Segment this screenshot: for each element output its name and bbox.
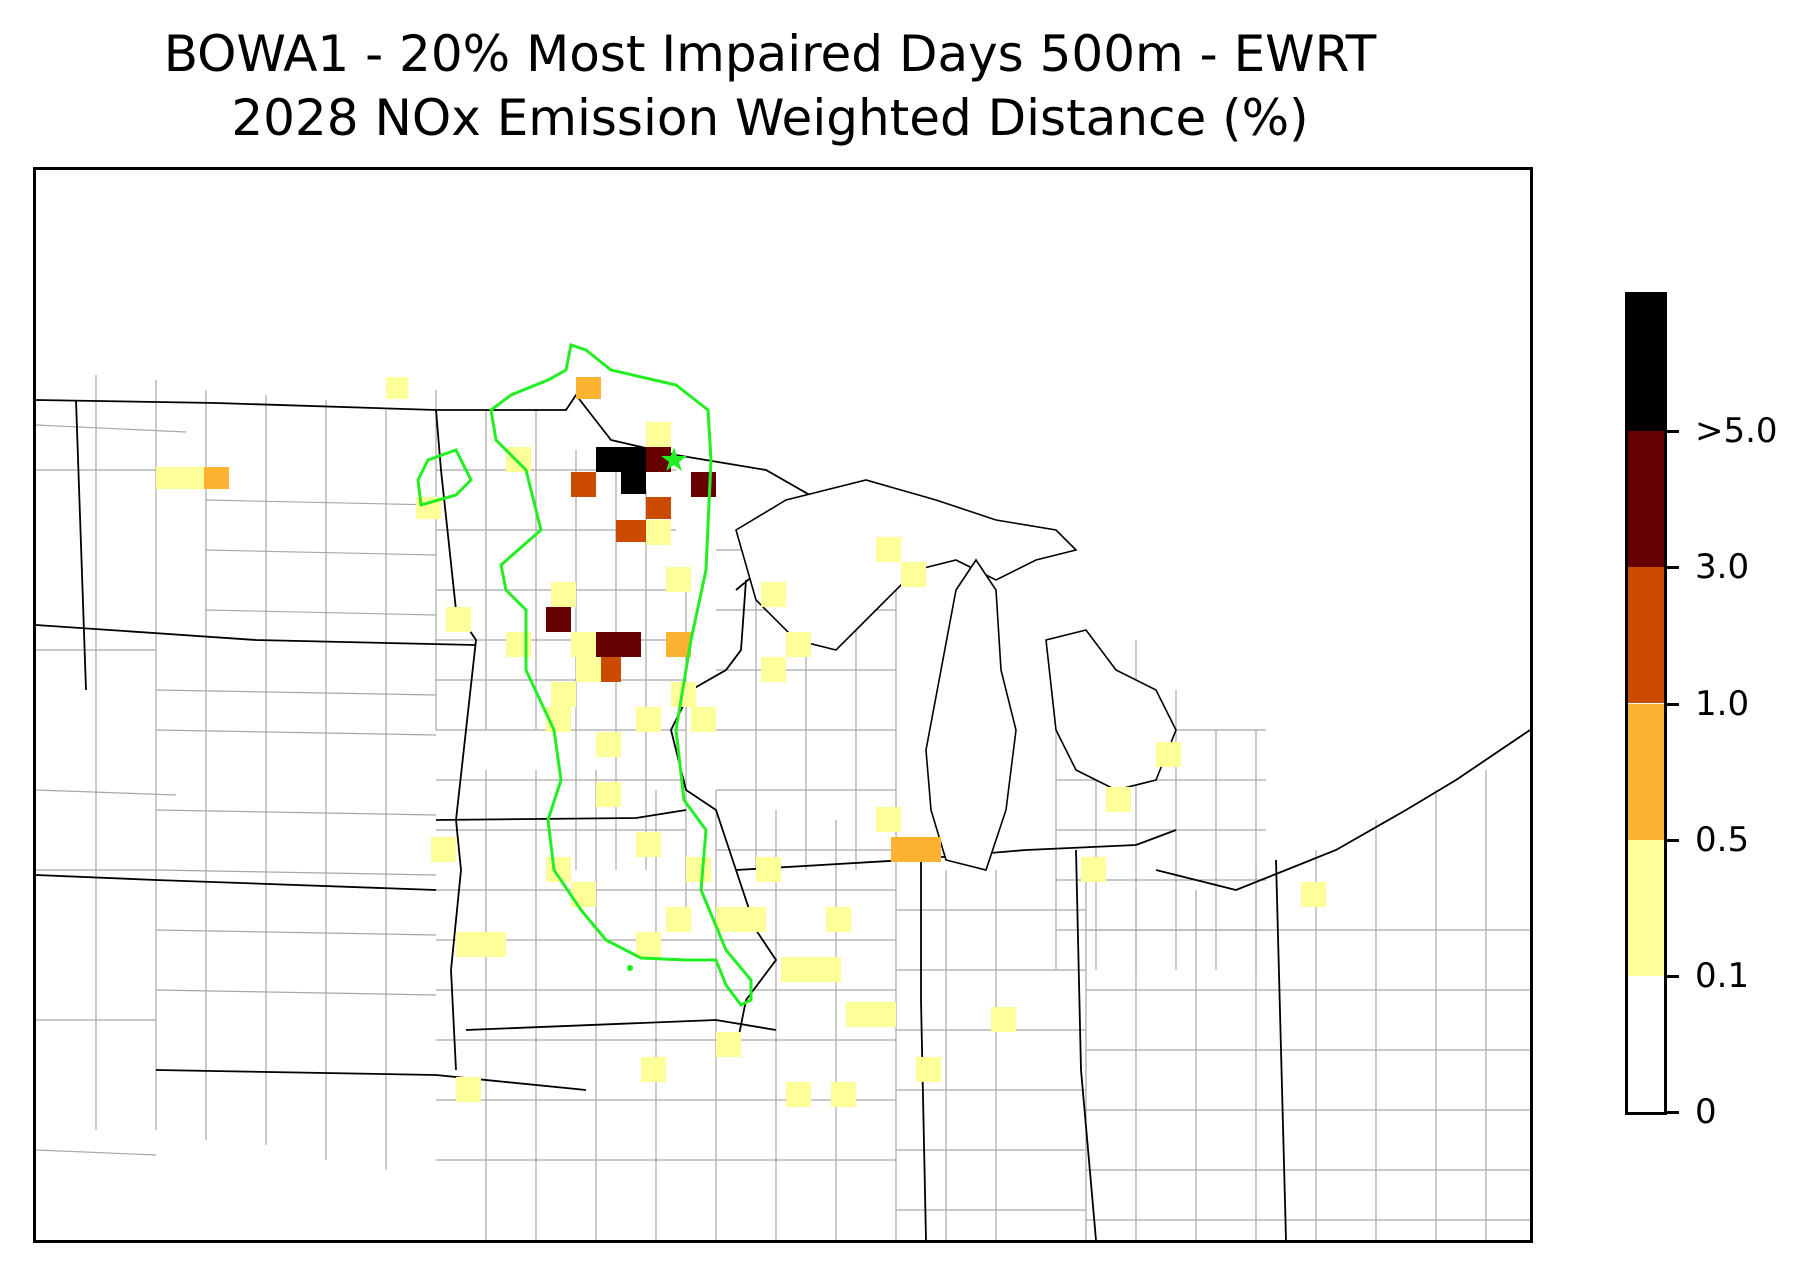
emission-cell — [1156, 742, 1181, 767]
emission-cell — [576, 377, 601, 399]
emission-cell — [1301, 882, 1326, 907]
emission-cell — [756, 857, 781, 882]
emission-cell — [596, 782, 621, 807]
emission-cell — [716, 1032, 741, 1057]
emission-cell — [621, 447, 646, 472]
emission-cell — [1081, 857, 1106, 882]
emission-cell — [576, 657, 601, 682]
map-svg — [36, 343, 1530, 1240]
emission-cell — [204, 467, 229, 489]
colorbar-tick — [1667, 1111, 1679, 1114]
colorbar-segment — [1628, 431, 1664, 568]
emission-cell — [831, 1082, 856, 1107]
emission-cell — [456, 1077, 481, 1102]
colorbar-segment — [1628, 975, 1664, 1112]
colorbar-tick — [1667, 566, 1679, 570]
colorbar-segment — [1628, 567, 1664, 704]
emission-cell — [571, 632, 596, 657]
emission-cell — [991, 1007, 1016, 1032]
emission-cell — [761, 657, 786, 682]
colorbar-tick — [1667, 430, 1679, 434]
emission-cell — [916, 1057, 941, 1082]
colorbar-label: 0 — [1695, 1092, 1717, 1132]
emission-cell — [621, 472, 646, 494]
colorbar-label: 1.0 — [1695, 683, 1750, 724]
emission-cell — [666, 632, 691, 657]
emission-cell — [446, 607, 471, 632]
emission-cell — [901, 562, 926, 587]
emission-cell — [456, 932, 506, 957]
colorbar-label: >5.0 — [1695, 411, 1778, 452]
emission-cell — [876, 807, 901, 832]
emission-cell — [846, 1002, 896, 1027]
map-panel — [33, 167, 1533, 1243]
colorbar — [1625, 292, 1667, 1115]
emission-cell — [691, 707, 716, 732]
emission-cell — [686, 857, 711, 882]
emission-cell — [1106, 787, 1131, 812]
emission-cell — [156, 467, 206, 489]
emission-cell — [431, 837, 456, 862]
emission-cell — [596, 447, 621, 472]
colorbar-label: 0.1 — [1695, 955, 1750, 996]
emission-cell — [691, 472, 716, 497]
colorbar-segment — [1628, 295, 1664, 432]
emission-cell — [786, 1082, 811, 1107]
emission-cell — [666, 567, 691, 592]
emission-cell — [616, 632, 641, 657]
colorbar-tick — [1667, 702, 1679, 706]
site-dot-icon — [627, 965, 633, 971]
source-region-outline — [416, 343, 753, 1007]
emission-cell — [786, 632, 811, 657]
colorbar-segment — [1628, 703, 1664, 840]
colorbar-tick — [1667, 974, 1679, 978]
emission-cell — [646, 422, 671, 447]
emission-cell — [891, 837, 941, 862]
emission-cell — [716, 907, 766, 932]
emission-cell — [546, 607, 571, 632]
chart-title-line2: 2028 NOx Emission Weighted Distance (%) — [231, 89, 1309, 147]
emission-cell — [596, 732, 621, 757]
emission-cell — [551, 582, 576, 607]
site-star-icon — [661, 447, 687, 471]
emission-cell — [761, 582, 786, 607]
emission-cell — [506, 447, 531, 472]
emission-cell — [876, 537, 901, 562]
colorbar-label: 3.0 — [1695, 547, 1750, 588]
chart-title-line1: BOWA1 - 20% Most Impaired Days 500m - EW… — [163, 25, 1377, 83]
emission-cell — [636, 707, 661, 732]
emission-cells — [156, 377, 1326, 1107]
emission-cell — [781, 957, 841, 982]
emission-cell — [571, 472, 596, 497]
emission-cell — [641, 1057, 666, 1082]
emission-cell — [386, 377, 408, 399]
emission-cell — [551, 682, 576, 707]
emission-cell — [826, 907, 851, 932]
emission-cell — [666, 907, 691, 932]
colorbar-segment — [1628, 839, 1664, 976]
emission-cell — [646, 497, 671, 519]
emission-cell — [646, 520, 671, 545]
colorbar-tick — [1667, 838, 1679, 842]
colorbar-label: 0.5 — [1695, 819, 1750, 860]
emission-cell — [636, 932, 661, 957]
emission-cell — [636, 832, 661, 857]
